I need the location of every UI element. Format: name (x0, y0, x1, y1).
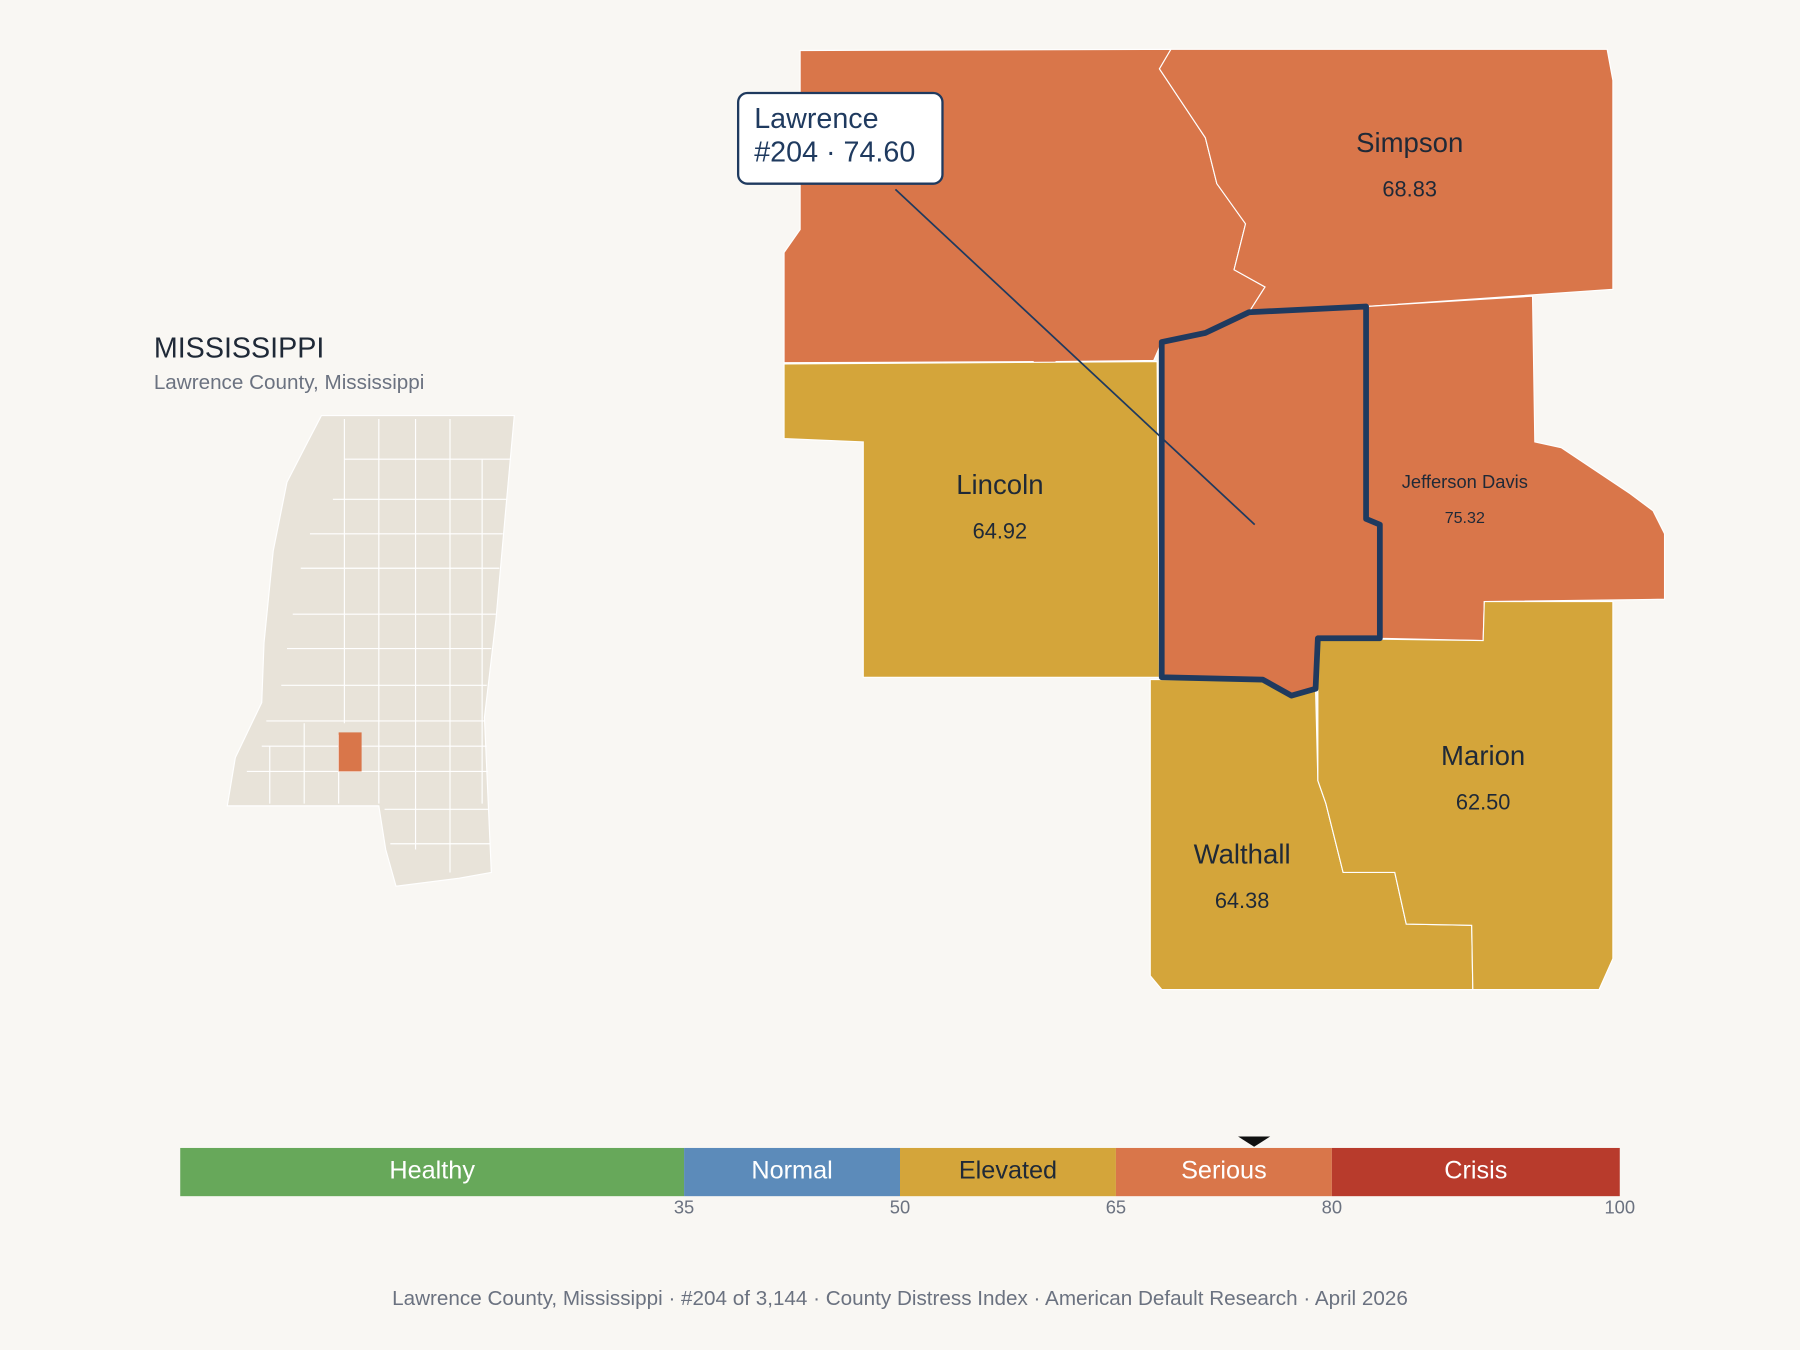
legend-tick-label: 35 (674, 1197, 694, 1218)
callout-name: Lawrence (754, 103, 878, 135)
county-value: 68.83 (1382, 176, 1437, 201)
callout-detail: #204 · 74.60 (754, 136, 915, 168)
county-name: Simpson (1356, 127, 1463, 158)
legend: Healthy Normal Elevated Serious Crisis 35 50 65… (180, 1136, 1635, 1218)
highlighted-county (338, 732, 362, 772)
legend-tick-label: 80 (1322, 1197, 1342, 1218)
county-value: 64.92 (973, 518, 1028, 543)
legend-tick-label: 50 (890, 1197, 910, 1218)
legend-band-label: Healthy (389, 1157, 475, 1185)
county-name: Marion (1441, 740, 1525, 771)
legend-band-label: Elevated (959, 1157, 1057, 1185)
footer: Lawrence County, Mississippi · #204 of 3… (392, 1287, 1408, 1310)
legend-tick-label: 100 (1604, 1197, 1635, 1218)
county-name: Jefferson Davis (1402, 471, 1528, 492)
callout-leader (894, 188, 1256, 526)
county (1158, 48, 1614, 313)
county-labels: Simpson 68.83 Lincoln 64.92 Jefferson Davis 7… (956, 127, 1528, 913)
county-name: Lincoln (956, 469, 1043, 500)
inset-subtitle: Lawrence County, Mississippi (154, 371, 425, 394)
callout-box (736, 91, 944, 185)
county-value: 64.38 (1215, 888, 1270, 913)
legend-band-label: Normal (751, 1157, 832, 1185)
county-name: Walthall (1194, 839, 1291, 870)
state-inset (226, 414, 515, 887)
legend-band-label: Serious (1181, 1157, 1267, 1185)
legend-band (900, 1147, 1116, 1197)
legend-band (180, 1147, 685, 1197)
legend-band (684, 1147, 900, 1197)
legend-band (1331, 1147, 1620, 1197)
legend-marker (1238, 1136, 1271, 1147)
highlight-outline (1158, 303, 1383, 699)
counties (783, 48, 1666, 991)
county (1317, 600, 1614, 991)
legend-band (1115, 1147, 1332, 1197)
inset-title: MISSISSIPPI (154, 333, 325, 365)
county-value: 75.32 (1445, 509, 1485, 527)
county-grid (246, 419, 511, 873)
county-value: 62.50 (1456, 789, 1511, 814)
county (783, 361, 1161, 678)
legend-tick-label: 65 (1106, 1197, 1126, 1218)
legend-band-label: Crisis (1444, 1157, 1507, 1185)
